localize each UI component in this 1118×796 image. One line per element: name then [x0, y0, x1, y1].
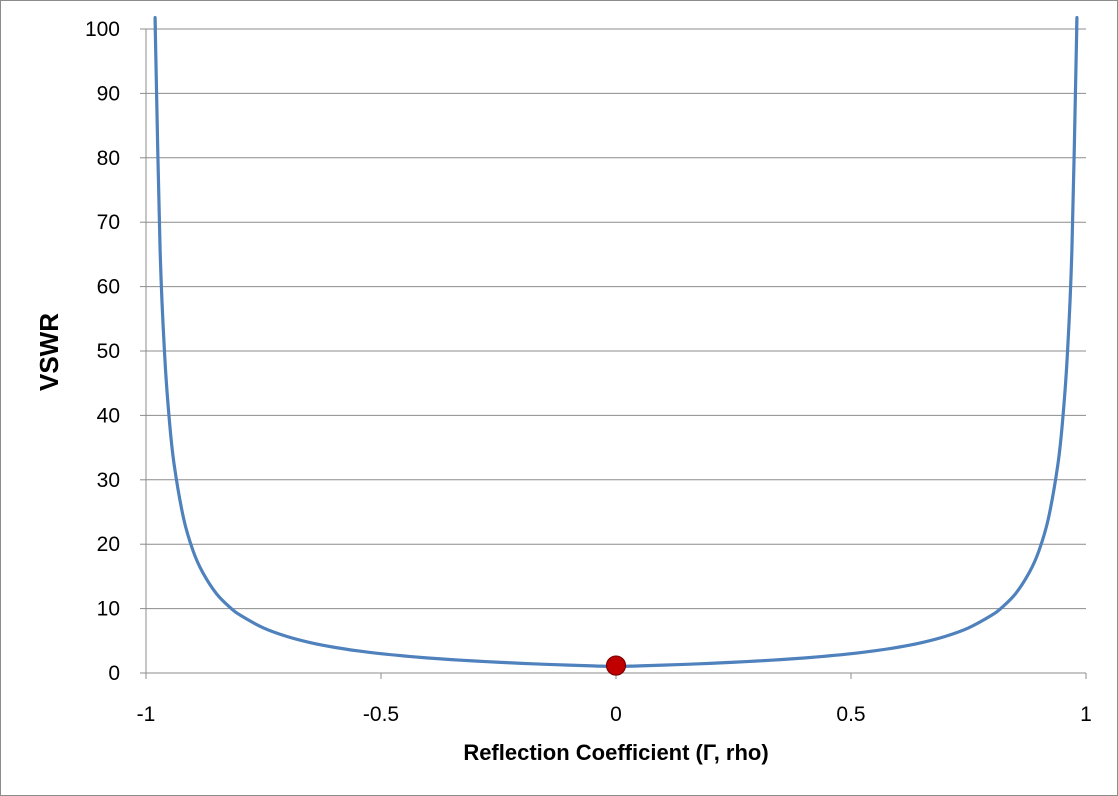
y-tick-labels: 0 10 20 30 40 50 60 70 80 90 100 [85, 18, 120, 685]
marker-layer [605, 655, 627, 676]
x-tick-labels: -1 -0.5 0 0.5 1 [137, 703, 1092, 726]
y-tick-label: 70 [97, 211, 120, 234]
y-tick-label: 40 [97, 404, 120, 427]
axes [140, 28, 1087, 679]
x-tick-label: -0.5 [363, 703, 399, 726]
gridlines [146, 28, 1086, 610]
x-tick-label: 0.5 [836, 703, 865, 726]
y-tick-label: 10 [97, 598, 120, 621]
series-line [153, 16, 1079, 669]
y-tick-label: 0 [108, 662, 120, 685]
series-layer [153, 16, 1079, 669]
y-tick-label: 50 [97, 340, 120, 363]
x-tick-label: -1 [137, 703, 156, 726]
y-tick-label: 30 [97, 469, 120, 492]
y-tick-label: 90 [97, 82, 120, 105]
y-tick-label: 100 [85, 18, 120, 41]
y-tick-label: 60 [97, 276, 120, 299]
x-tick-label: 0 [610, 703, 622, 726]
data-point-marker [605, 655, 627, 676]
y-axis-title: VSWR [34, 313, 64, 391]
x-axis-title: Reflection Coefficient (Γ, rho) [463, 740, 768, 765]
y-tick-label: 80 [97, 147, 120, 170]
y-tick-label: 20 [97, 533, 120, 556]
x-tick-label: 1 [1080, 703, 1092, 726]
